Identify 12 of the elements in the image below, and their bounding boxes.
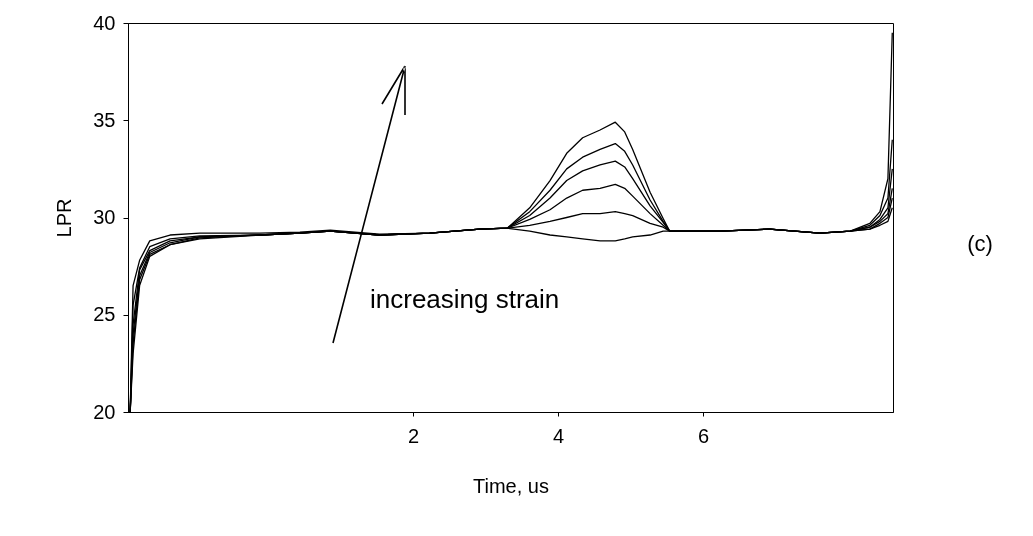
y-tick-label: 30 <box>93 206 116 228</box>
annotation: increasing strain <box>370 284 560 314</box>
x-axis-title: Time, us <box>473 474 549 497</box>
text: (c) <box>967 231 993 256</box>
y-tick-label: 40 <box>93 11 116 34</box>
y-tick-label: 20 <box>93 400 116 423</box>
x-tick-label: 2 <box>407 424 420 447</box>
x-tick-label: 4 <box>552 424 565 447</box>
y-axis-title: LPR <box>53 198 76 238</box>
x-tick-label: 6 <box>697 424 710 447</box>
y-tick-label: 25 <box>93 303 116 326</box>
y-tick-label: 35 <box>93 108 116 131</box>
